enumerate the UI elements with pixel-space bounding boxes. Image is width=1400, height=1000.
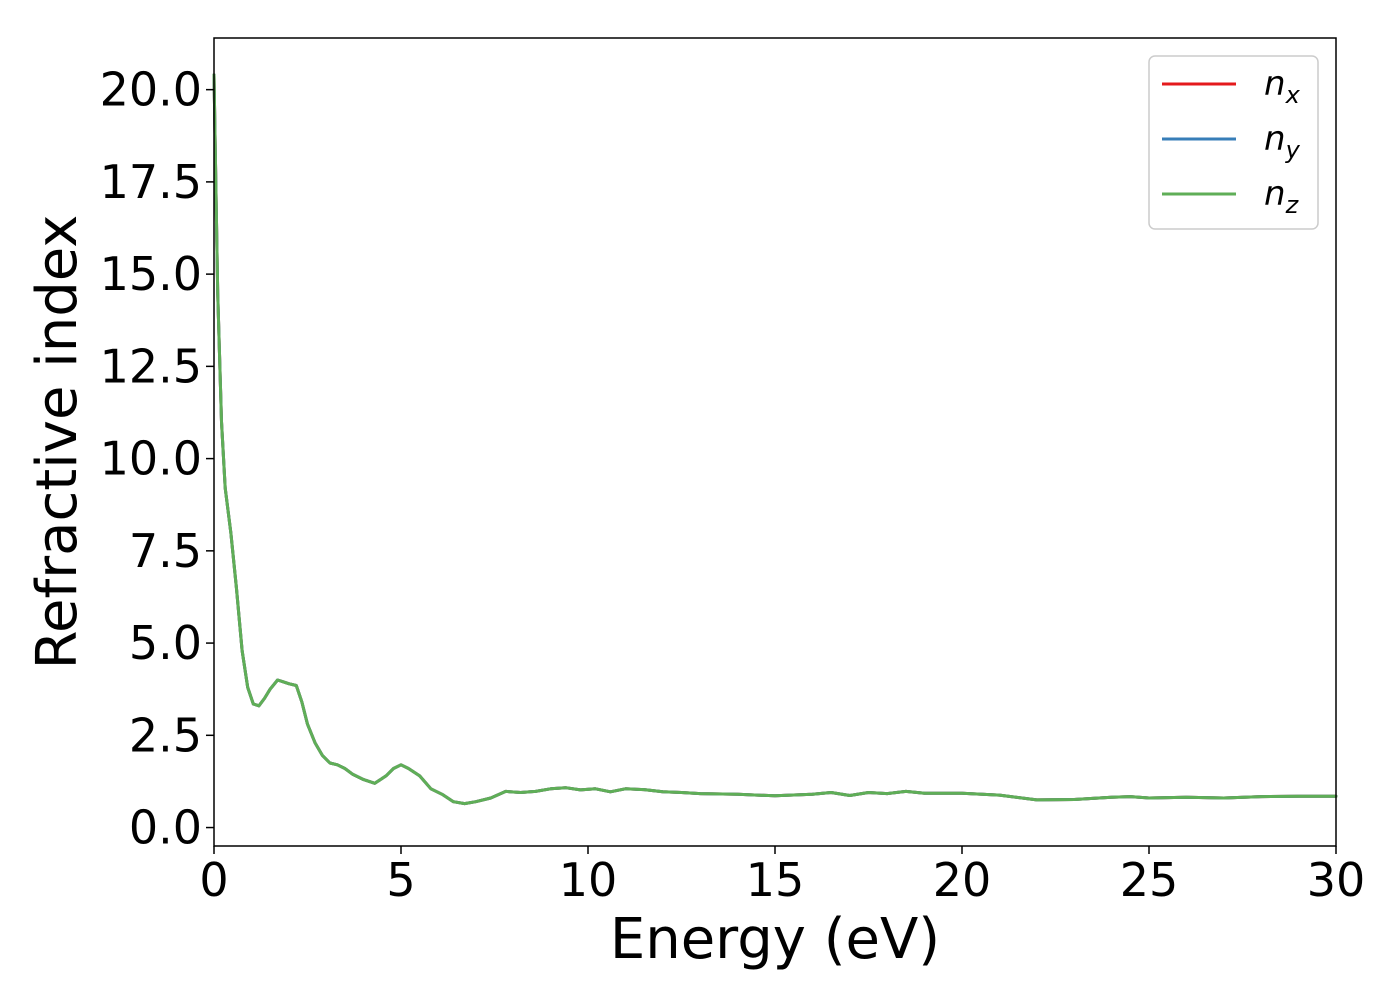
legend-label-n-x: nx bbox=[1264, 64, 1301, 109]
legend-label-n-z: nz bbox=[1264, 174, 1300, 219]
series-layer bbox=[212, 73, 1338, 806]
y-tick-label: 7.5 bbox=[129, 524, 202, 578]
x-tick-label: 30 bbox=[1307, 853, 1366, 907]
legend-items: nx ny nz bbox=[1162, 64, 1301, 219]
x-tick-label: 15 bbox=[746, 853, 805, 907]
x-tick-label: 25 bbox=[1120, 853, 1179, 907]
y-tick-label: 12.5 bbox=[100, 339, 202, 393]
legend-label-n-y: ny bbox=[1264, 119, 1301, 164]
x-tick-label: 20 bbox=[933, 853, 992, 907]
x-tick-label: 5 bbox=[386, 853, 415, 907]
series-line-n-z bbox=[212, 73, 1338, 806]
legend-box bbox=[1148, 55, 1319, 230]
y-tick-label: 20.0 bbox=[100, 63, 202, 117]
x-axis-title: Energy (eV) bbox=[610, 907, 940, 972]
x-tick-label: 10 bbox=[559, 853, 618, 907]
y-tick-label: 0.0 bbox=[129, 801, 202, 855]
x-tick-label: 0 bbox=[199, 853, 228, 907]
y-tick-label: 5.0 bbox=[129, 616, 202, 670]
y-axis: 0.0 2.5 5.0 7.5 10.0 12.5 15.0 17.5 20.0 bbox=[100, 63, 214, 855]
legend: nx ny nz bbox=[1148, 55, 1319, 230]
y-axis-title: Refractive index bbox=[25, 215, 90, 670]
y-tick-label: 15.0 bbox=[100, 247, 202, 301]
y-tick-label: 17.5 bbox=[100, 155, 202, 209]
y-tick-label: 10.0 bbox=[100, 432, 202, 486]
y-tick-label: 2.5 bbox=[129, 708, 202, 762]
x-axis: 0 5 10 15 20 25 30 bbox=[199, 846, 1365, 907]
